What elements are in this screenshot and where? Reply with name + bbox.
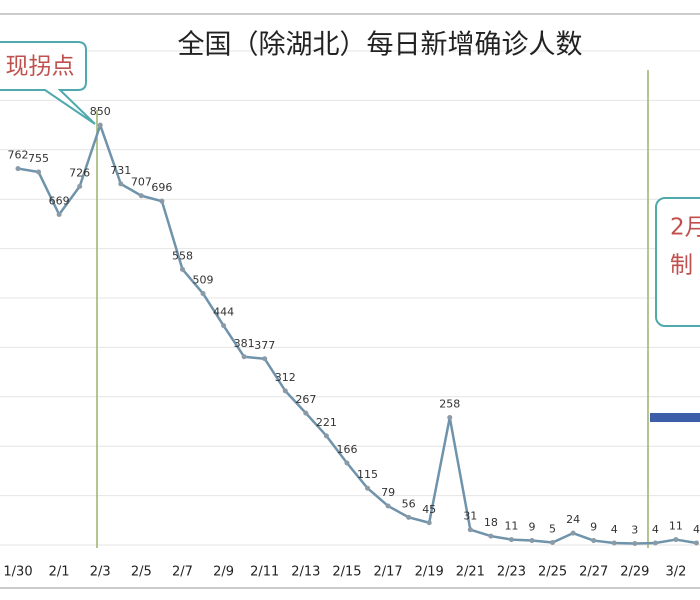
data-label: 558 bbox=[172, 249, 193, 262]
data-point bbox=[221, 323, 227, 329]
x-tick-label: 2/7 bbox=[172, 565, 193, 580]
data-label: 4 bbox=[652, 523, 659, 536]
data-label: 221 bbox=[316, 416, 337, 429]
data-label: 11 bbox=[504, 520, 518, 533]
data-point bbox=[118, 181, 124, 187]
data-point bbox=[385, 503, 391, 509]
data-point bbox=[179, 266, 185, 272]
data-point bbox=[303, 410, 309, 416]
data-point bbox=[77, 183, 83, 189]
data-label: 669 bbox=[49, 195, 70, 208]
data-point bbox=[406, 514, 412, 520]
data-label: 56 bbox=[402, 497, 416, 510]
data-point bbox=[508, 537, 514, 543]
data-point bbox=[15, 166, 21, 172]
series-line bbox=[17, 123, 697, 545]
data-label: 267 bbox=[295, 393, 316, 406]
data-label: 11 bbox=[669, 520, 683, 533]
data-label: 45 bbox=[422, 503, 436, 516]
data-label: 79 bbox=[381, 486, 395, 499]
data-label: 4 bbox=[693, 523, 700, 536]
highlight-bar bbox=[650, 413, 700, 422]
data-label: 258 bbox=[439, 398, 460, 411]
x-tick-label: 2/3 bbox=[90, 565, 111, 580]
annotation: 制 bbox=[670, 253, 693, 279]
grid bbox=[0, 50, 700, 546]
data-label: 755 bbox=[28, 152, 49, 165]
data-point bbox=[241, 354, 247, 360]
data-point bbox=[693, 540, 699, 546]
data-point bbox=[488, 533, 494, 539]
data-point bbox=[529, 538, 535, 544]
data-point bbox=[344, 460, 350, 466]
data-label: 3 bbox=[631, 524, 638, 537]
data-label: 9 bbox=[590, 521, 597, 534]
data-point bbox=[611, 540, 617, 546]
annotation: 2月 bbox=[670, 215, 700, 241]
data-point bbox=[262, 356, 268, 362]
annotation: 现拐点 bbox=[6, 54, 75, 80]
callout-box bbox=[0, 41, 96, 125]
data-point bbox=[570, 530, 576, 536]
x-tick-label: 2/15 bbox=[332, 565, 361, 580]
data-label: 31 bbox=[463, 510, 477, 523]
data-label: 850 bbox=[90, 105, 111, 118]
x-tick-label: 2/1 bbox=[49, 565, 70, 580]
data-point bbox=[56, 212, 62, 218]
data-point bbox=[632, 541, 638, 547]
data-point bbox=[426, 520, 432, 526]
x-tick-label: 2/23 bbox=[497, 565, 526, 580]
data-point bbox=[323, 433, 329, 439]
data-point bbox=[550, 540, 556, 546]
x-tick-label: 1/30 bbox=[3, 565, 32, 580]
data-point bbox=[365, 485, 371, 491]
data-point bbox=[591, 538, 597, 544]
data-label: 5 bbox=[549, 523, 556, 536]
data-label: 24 bbox=[566, 513, 580, 526]
data-label: 444 bbox=[213, 306, 234, 319]
data-label: 381 bbox=[234, 337, 255, 350]
data-point bbox=[673, 537, 679, 543]
x-tick-label: 2/17 bbox=[373, 565, 402, 580]
x-tick-label: 2/9 bbox=[213, 565, 234, 580]
data-point bbox=[36, 169, 42, 175]
data-label: 166 bbox=[336, 443, 357, 456]
data-label: 509 bbox=[193, 274, 214, 287]
data-point bbox=[447, 415, 453, 421]
data-label: 726 bbox=[69, 166, 90, 179]
x-tick-label: 2/11 bbox=[250, 565, 279, 580]
x-tick-label: 2/5 bbox=[131, 565, 152, 580]
data-label: 377 bbox=[254, 339, 275, 352]
data-point bbox=[467, 527, 473, 533]
x-tick-label: 2/27 bbox=[579, 565, 608, 580]
data-point bbox=[282, 388, 288, 394]
data-label: 731 bbox=[110, 164, 131, 177]
data-label: 4 bbox=[611, 523, 618, 536]
data-point bbox=[200, 291, 206, 297]
x-tick-label: 2/19 bbox=[415, 565, 444, 580]
data-label: 115 bbox=[357, 468, 378, 481]
x-tick-label: 3/2 bbox=[665, 565, 686, 580]
callout-box bbox=[655, 197, 700, 327]
x-tick-label: 2/21 bbox=[456, 565, 485, 580]
data-point bbox=[97, 122, 103, 128]
data-point bbox=[159, 198, 165, 204]
x-tick-label: 2/29 bbox=[620, 565, 649, 580]
x-tick-label: 2/25 bbox=[538, 565, 567, 580]
data-point bbox=[652, 540, 658, 546]
data-label: 312 bbox=[275, 371, 296, 384]
x-tick-label: 2/13 bbox=[291, 565, 320, 580]
data-label: 696 bbox=[151, 181, 172, 194]
data-label: 707 bbox=[131, 176, 152, 189]
data-label: 762 bbox=[8, 149, 29, 162]
data-label: 9 bbox=[529, 521, 536, 534]
data-point bbox=[138, 193, 144, 199]
chart-title: 全国（除湖北）每日新增确诊人数 bbox=[178, 30, 583, 61]
data-label: 18 bbox=[484, 516, 498, 529]
